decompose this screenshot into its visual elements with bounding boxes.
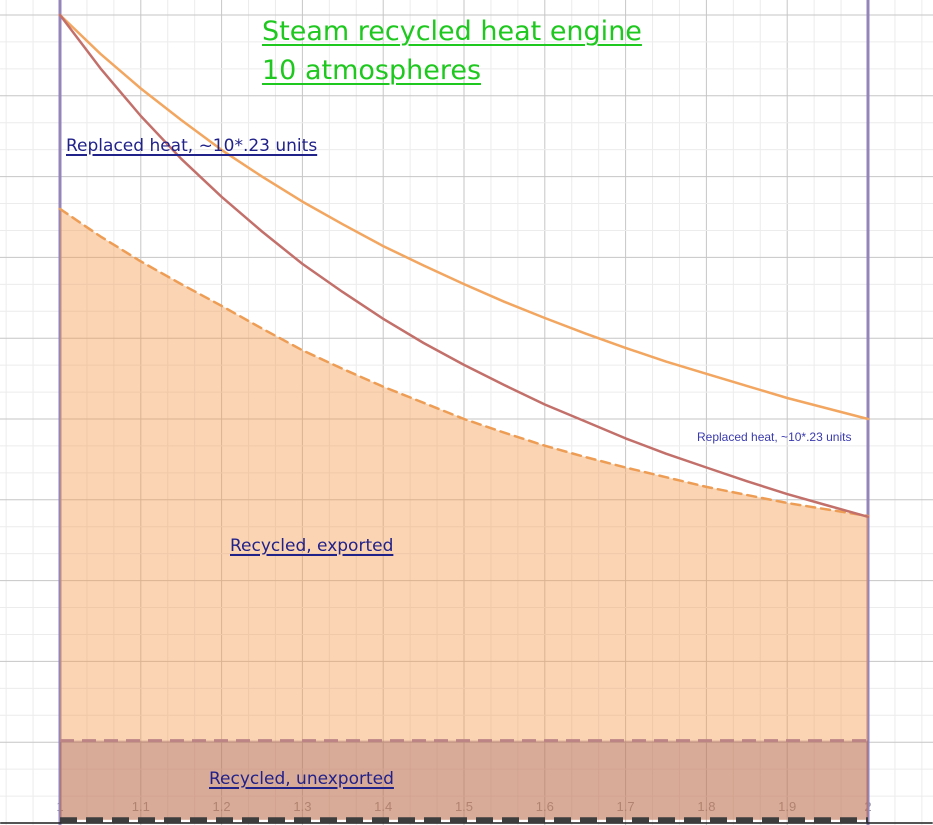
curve-replaced-heat-upper[interactable] (58, 13, 870, 421)
curve-replaced-heat-lower[interactable] (58, 13, 870, 519)
chart-title-line1: Steam recycled heat engine (262, 16, 642, 47)
chart-title-line2: 10 atmospheres (262, 55, 482, 86)
x-tick-label: 1.1 (132, 799, 150, 814)
region-recycled-exported[interactable] (60, 208, 868, 820)
label-recycled-unexported: Recycled, unexported (209, 769, 394, 789)
x-tick-label: 1.7 (617, 799, 635, 814)
x-tick-label: 1.5 (455, 799, 473, 814)
label-replaced-heat: Replaced heat, ~10*.23 units (66, 136, 318, 156)
label-recycled-exported: Recycled, exported (230, 536, 394, 556)
curve-recycled-exported-boundary[interactable] (58, 207, 870, 518)
x-tick-label: 1.3 (293, 799, 311, 814)
x-tick-label: 1.4 (374, 799, 392, 814)
label-replaced-heat-small: Replaced heat, ~10*.23 units (697, 430, 852, 444)
x-tick-label: 1.8 (697, 799, 715, 814)
x-tick-label: 1.9 (778, 799, 796, 814)
x-tick-label: 1.6 (536, 799, 554, 814)
x-tick-label: 1.2 (213, 799, 231, 814)
region-recycled-unexported[interactable] (60, 740, 868, 820)
domain-boundaries (58, 0, 870, 825)
chart-title: Steam recycled heat engine 10 atmosphere… (262, 12, 642, 90)
curves (58, 13, 870, 823)
shaded-regions (60, 208, 868, 820)
